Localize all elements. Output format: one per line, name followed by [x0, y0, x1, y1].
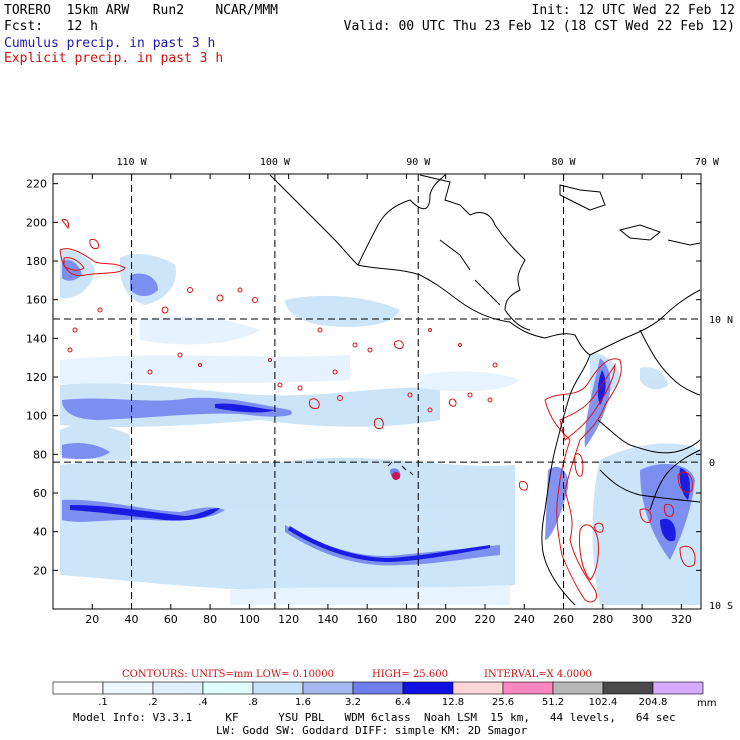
y-tick-label-3: 80 — [33, 448, 47, 461]
x-tick-label-3: 80 — [203, 613, 217, 626]
x-tick-label-15: 320 — [671, 613, 692, 626]
lon-label-1: 100 W — [260, 157, 291, 168]
colorbar-swatch-9 — [502, 681, 554, 695]
y-tick-label-6: 140 — [26, 332, 47, 345]
init-time: Init: 12 UTC Wed 22 Feb 12 — [531, 3, 736, 18]
model-info-line: Model Info: V3.3.1 KF YSU PBL WDM 6class… — [73, 711, 676, 724]
lat-label-2: 10 S — [709, 601, 733, 612]
colorbar-level-5: 3.2 — [345, 697, 361, 708]
model-source: NCAR/MMM — [215, 3, 278, 18]
colorbar-swatch-1 — [102, 681, 154, 695]
contour-units-label: CONTOURS: UNITS=mm LOW= 0.10000 — [122, 669, 334, 680]
longitude-labels: 110 W 100 W 90 W 80 W 70 W — [116, 157, 719, 168]
cumulus-field-label: Cumulus precip. in past 3 h — [4, 36, 216, 51]
x-tick-label-10: 220 — [475, 613, 496, 626]
colorbar-swatch-11 — [602, 681, 654, 695]
explicit-precip-contours — [59, 219, 696, 603]
fcst-value: 12 h — [66, 19, 98, 34]
y-tick-label-9: 200 — [26, 216, 47, 229]
colorbar-level-6: 6.4 — [395, 697, 411, 708]
colorbar-swatch-7 — [402, 681, 454, 695]
x-tick-label-7: 160 — [357, 613, 378, 626]
contour-high-label: HIGH= 25.600 — [372, 669, 448, 680]
colorbar-swatch-4 — [252, 681, 304, 695]
latitude-labels: 10 N 0 10 S — [709, 315, 733, 612]
galapagos-feature — [387, 461, 414, 480]
colorbar-swatch-6 — [352, 681, 404, 695]
lon-label-4: 70 W — [695, 157, 720, 168]
x-tick-label-1: 40 — [125, 613, 139, 626]
physics-info-line: LW: Godd SW: Goddard DIFF: simple KM: 2D… — [216, 724, 528, 737]
lon-label-2: 90 W — [406, 157, 431, 168]
colorbar-level-7: 12.8 — [442, 697, 464, 708]
y-tick-label-4: 100 — [26, 410, 47, 423]
colorbar-swatch-2 — [152, 681, 204, 695]
lat-label-1: 0 — [709, 458, 715, 469]
lat-lon-grid — [53, 174, 701, 609]
x-tick-label-5: 120 — [278, 613, 299, 626]
colorbar-swatch-0 — [52, 681, 104, 695]
model-run: Run2 — [152, 3, 185, 18]
colorbar-level-3: .8 — [248, 697, 258, 708]
y-tick-label-2: 60 — [33, 487, 47, 500]
coastlines — [269, 174, 701, 606]
x-tick-label-8: 180 — [396, 613, 417, 626]
header-left-line1: TORERO 15km ARW Run2 NCAR/MMM — [4, 3, 278, 18]
colorbar-swatch-10 — [552, 681, 604, 695]
colorbar-level-9: 51.2 — [542, 697, 564, 708]
x-tick-label-6: 140 — [317, 613, 338, 626]
model-name: TORERO — [4, 3, 51, 18]
colorbar-swatch-3 — [202, 681, 254, 695]
x-tick-label-12: 260 — [553, 613, 574, 626]
contour-interval-label: INTERVAL=X 4.0000 — [484, 669, 592, 680]
model-resolution: 15km ARW — [66, 3, 130, 18]
lon-label-0: 110 W — [116, 157, 147, 168]
y-axis-ticks: 20 40 60 80 100 120 140 160 180 200 220 — [26, 178, 701, 577]
colorbar-level-0: .1 — [98, 697, 108, 708]
forecast-hour: Fcst: 12 h — [4, 19, 98, 34]
colorbar-level-4: 1.6 — [295, 697, 311, 708]
y-tick-label-1: 40 — [33, 526, 47, 539]
x-tick-label-11: 240 — [514, 613, 535, 626]
colorbar-swatch-5 — [302, 681, 354, 695]
x-tick-label-4: 100 — [239, 613, 260, 626]
lat-label-0: 10 N — [709, 315, 733, 326]
colorbar-unit: mm — [697, 698, 716, 709]
colorbar-level-2: .4 — [198, 697, 208, 708]
fcst-label: Fcst: — [4, 19, 44, 34]
x-tick-label-0: 20 — [85, 613, 99, 626]
y-tick-label-0: 20 — [33, 564, 47, 577]
colorbar-swatch-8 — [452, 681, 504, 695]
colorbar-level-11: 204.8 — [639, 697, 668, 708]
y-tick-label-5: 120 — [26, 371, 47, 384]
explicit-field-label: Explicit precip. in past 3 h — [4, 51, 224, 66]
x-tick-label-14: 300 — [632, 613, 653, 626]
cumulus-pale-shading — [60, 316, 520, 605]
y-tick-label-7: 160 — [26, 294, 47, 307]
x-tick-label-2: 60 — [164, 613, 178, 626]
x-tick-label-9: 200 — [435, 613, 456, 626]
y-tick-label-10: 220 — [26, 178, 47, 191]
colorbar: .1 .2 .4 .8 1.6 3.2 6.4 12.8 25.6 51.2 102.4 204.8 — [52, 681, 704, 708]
x-tick-label-13: 280 — [592, 613, 613, 626]
map-field — [59, 174, 701, 606]
y-tick-label-8: 180 — [26, 255, 47, 268]
colorbar-level-10: 102.4 — [589, 697, 618, 708]
x-axis-ticks: 20 40 60 80 100 120 140 160 180 200 220 240 260 280 30… — [85, 174, 692, 626]
valid-time: Valid: 00 UTC Thu 23 Feb 12 (18 CST Wed … — [343, 19, 735, 34]
colorbar-swatch-12 — [652, 681, 704, 695]
cumulus-light-shading — [60, 249, 700, 605]
explicit-scattered-dots — [67, 287, 498, 413]
colorbar-level-1: .2 — [148, 697, 158, 708]
plot-frame — [52, 173, 702, 610]
lon-label-3: 80 W — [551, 157, 576, 168]
colorbar-level-8: 25.6 — [492, 697, 514, 708]
